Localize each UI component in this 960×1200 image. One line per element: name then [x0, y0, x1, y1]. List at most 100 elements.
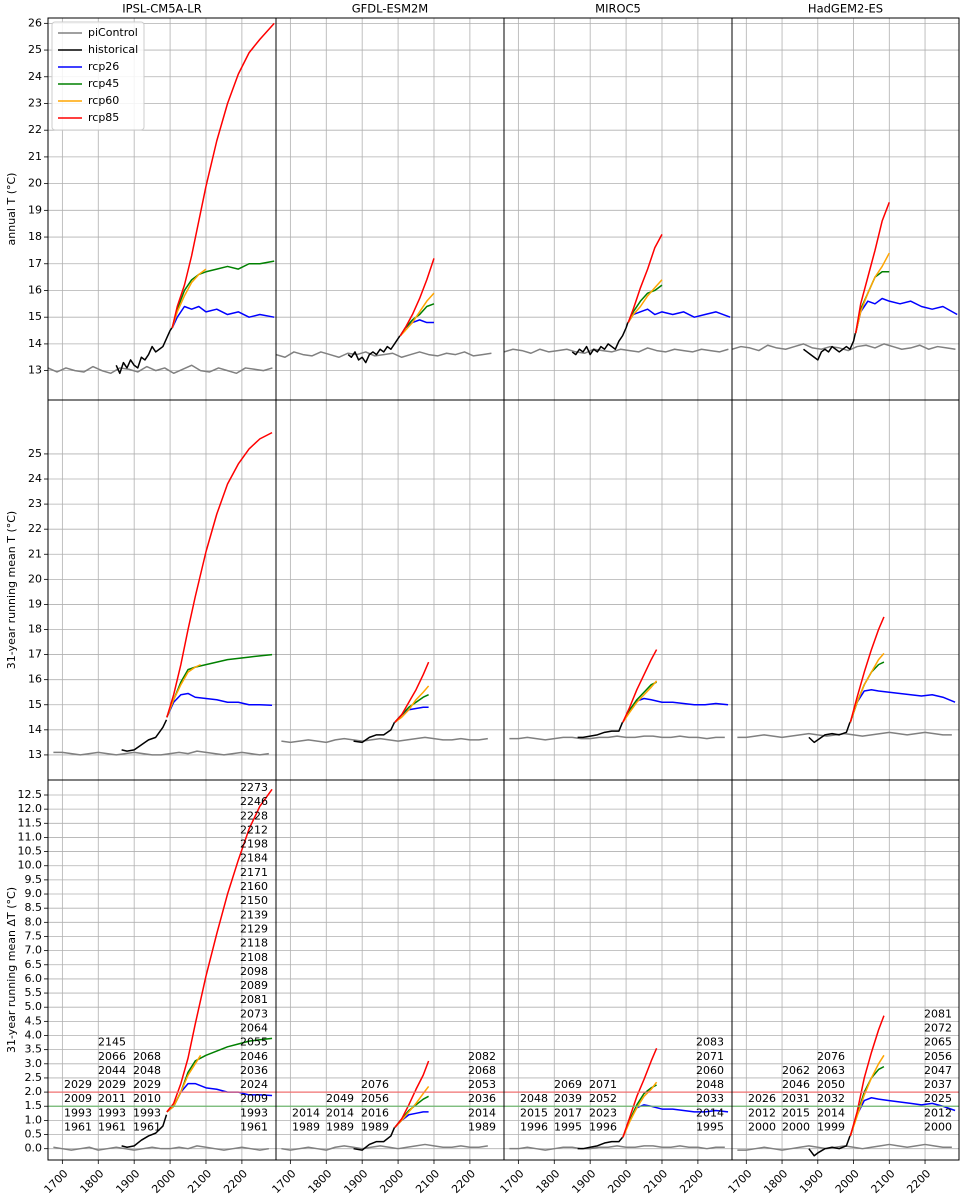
y-tick-label: 23: [28, 497, 42, 510]
series-line: [622, 680, 658, 723]
y-tick-label: 2.5: [25, 1071, 43, 1084]
crossing-year: 2160: [240, 880, 268, 893]
crossing-year: 2055: [240, 1036, 268, 1049]
crossing-year: 2184: [240, 852, 268, 865]
y-tick-label: 16: [28, 283, 42, 296]
y-axis-label: 31-year running mean ΔT (°C): [5, 887, 18, 1053]
crossing-year: 2228: [240, 809, 268, 822]
legend-label: piControl: [88, 26, 138, 39]
y-tick-label: 5.0: [25, 1000, 43, 1013]
series-line: [627, 234, 663, 323]
crossing-year: 2066: [98, 1050, 126, 1063]
crossing-year: 2098: [240, 965, 268, 978]
crossing-year: 2024: [240, 1078, 268, 1091]
series-line: [166, 692, 273, 718]
series-line: [577, 722, 624, 739]
crossing-year: 1993: [64, 1106, 92, 1119]
crossing-year: 2129: [240, 922, 268, 935]
y-tick-label: 0.0: [25, 1142, 43, 1155]
y-tick-label: 16: [28, 673, 42, 686]
series-line: [121, 1114, 168, 1149]
crossing-year: 2048: [520, 1092, 548, 1105]
y-tick-label: 20: [28, 177, 42, 190]
crossing-year: 2015: [782, 1106, 810, 1119]
y-tick-label: 1.5: [25, 1099, 43, 1112]
series-line: [281, 736, 488, 744]
y-tick-label: 24: [28, 472, 42, 485]
crossing-year: 2012: [748, 1106, 776, 1119]
y-tick-label: 4.0: [25, 1029, 43, 1042]
y-tick-label: 8.5: [25, 901, 43, 914]
series-line: [171, 305, 275, 329]
legend-label: rcp85: [88, 111, 119, 124]
crossing-year: 2039: [554, 1092, 582, 1105]
crossing-year: 2031: [782, 1092, 810, 1105]
series-line: [622, 681, 657, 723]
y-tick-label: 10.5: [18, 845, 43, 858]
y-tick-label: 22: [28, 522, 42, 535]
crossing-year: 2014: [468, 1106, 496, 1119]
series-line: [353, 1127, 396, 1151]
y-tick-label: 0.5: [25, 1128, 43, 1141]
series-line: [276, 351, 492, 359]
legend-label: rcp45: [88, 77, 119, 90]
crossing-year: 1989: [326, 1121, 354, 1134]
crossing-year: 2052: [589, 1092, 617, 1105]
crossing-year: 2064: [240, 1022, 268, 1035]
series-line: [854, 297, 958, 334]
panel: 13 14 15 16 17 18 19 20 21 22 23 24 25 26 IPSL-CM5A-LR…: [5, 2, 277, 401]
crossing-year: 2081: [924, 1007, 952, 1020]
y-tick-label: 25: [28, 43, 42, 56]
crossing-year: 2046: [782, 1078, 810, 1091]
y-tick-label: 15: [28, 310, 42, 323]
crossing-year: 2071: [589, 1078, 617, 1091]
y-tick-label: 22: [28, 123, 42, 136]
y-tick-label: 12.0: [18, 802, 43, 815]
series-line: [166, 431, 273, 718]
crossing-year: 2009: [240, 1092, 268, 1105]
crossing-year: 2212: [240, 823, 268, 836]
crossing-year: 2036: [468, 1092, 496, 1105]
crossing-year: 2009: [64, 1092, 92, 1105]
y-axis-label: annual T (°C): [5, 173, 18, 246]
series-line: [849, 688, 956, 723]
crossing-year: 2029: [64, 1078, 92, 1091]
series-line: [622, 649, 658, 723]
crossing-year: 1996: [520, 1121, 548, 1134]
crossing-year: 2150: [240, 894, 268, 907]
crossing-year: 2036: [240, 1064, 268, 1077]
crossing-year: 2246: [240, 795, 268, 808]
crossing-year: 2081: [240, 993, 268, 1006]
y-tick-label: 9.5: [25, 873, 43, 886]
series-line: [171, 22, 275, 329]
crossing-year: 2033: [696, 1092, 724, 1105]
crossing-year: 1996: [589, 1121, 617, 1134]
series-line: [509, 735, 725, 741]
crossing-year: 1961: [133, 1121, 161, 1134]
series-line: [622, 1047, 658, 1138]
y-tick-label: 7.0: [25, 944, 43, 957]
legend: piControl historical rcp26 rcp45 rcp60 rcp85: [51, 21, 145, 131]
crossing-year: 2044: [98, 1064, 126, 1077]
y-tick-label: 10.0: [18, 859, 43, 872]
y-tick-label: 8.0: [25, 915, 43, 928]
series-line: [166, 788, 273, 1113]
crossing-year: 1961: [240, 1121, 268, 1134]
y-tick-label: 19: [28, 203, 42, 216]
crossing-year: 2048: [696, 1078, 724, 1091]
y-tick-label: 21: [28, 150, 42, 163]
series-line: [808, 1135, 851, 1157]
y-tick-label: 4.5: [25, 1014, 43, 1027]
y-tick-label: 5.5: [25, 986, 43, 999]
crossing-year: 2011: [98, 1092, 126, 1105]
crossing-year: 2056: [924, 1050, 952, 1063]
y-tick-label: 15: [28, 698, 42, 711]
series-line: [394, 661, 430, 723]
series-line: [803, 333, 857, 361]
series-line: [849, 1097, 956, 1137]
crossing-year: 2073: [240, 1007, 268, 1020]
crossing-year: 2049: [326, 1092, 354, 1105]
crossing-year: 2000: [782, 1121, 810, 1134]
series-line: [48, 364, 273, 375]
series-line: [394, 685, 430, 723]
